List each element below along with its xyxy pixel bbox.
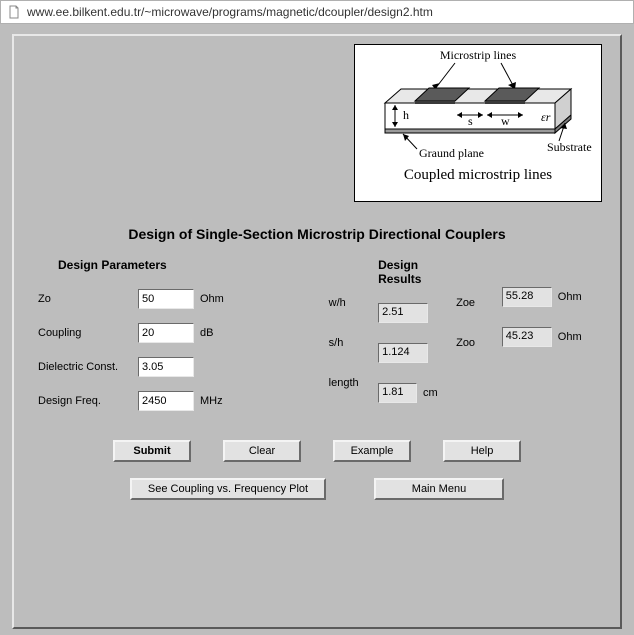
freq-input[interactable] bbox=[138, 391, 194, 411]
page-title: Design of Single-Section Microstrip Dire… bbox=[38, 226, 596, 242]
zo-unit: Ohm bbox=[194, 293, 234, 305]
diagram-caption: Coupled microstrip lines bbox=[404, 167, 552, 183]
sh-label: s/h bbox=[329, 326, 370, 360]
example-button[interactable]: Example bbox=[333, 440, 411, 462]
sh-output: 1.124 bbox=[378, 343, 428, 363]
page-background: Microstrip lines bbox=[0, 24, 634, 635]
results-header: Design Results bbox=[378, 258, 448, 286]
wh-output: 2.51 bbox=[378, 303, 428, 323]
mid-labels: w/h s/h length bbox=[329, 258, 370, 418]
coupling-unit: dB bbox=[194, 327, 234, 339]
diagram-h-label: h bbox=[403, 108, 409, 122]
help-button[interactable]: Help bbox=[443, 440, 521, 462]
zo-input[interactable] bbox=[138, 289, 194, 309]
diagram-er-label: εr bbox=[541, 110, 551, 124]
plot-button[interactable]: See Coupling vs. Frequency Plot bbox=[130, 478, 326, 500]
row-coupling: Coupling dB bbox=[38, 316, 321, 350]
length-label: length bbox=[329, 366, 370, 400]
address-bar: www.ee.bilkent.edu.tr/~microwave/program… bbox=[0, 0, 634, 24]
url-text: www.ee.bilkent.edu.tr/~microwave/program… bbox=[27, 5, 627, 19]
coupling-label: Coupling bbox=[38, 327, 138, 339]
clear-button[interactable]: Clear bbox=[223, 440, 301, 462]
zoo-label: Zoo bbox=[456, 326, 494, 360]
coupling-input[interactable] bbox=[138, 323, 194, 343]
res-labels: Zoe Zoo bbox=[456, 258, 494, 418]
diel-input[interactable] bbox=[138, 357, 194, 377]
button-row-2: See Coupling vs. Frequency Plot Main Men… bbox=[38, 478, 596, 500]
form-content: Design of Single-Section Microstrip Dire… bbox=[14, 226, 620, 500]
params-column: Design Parameters Zo Ohm Coupling dB Die… bbox=[38, 258, 321, 418]
freq-label: Design Freq. bbox=[38, 395, 138, 407]
page-icon bbox=[7, 5, 21, 19]
zoo-output: 45.23 bbox=[502, 327, 552, 347]
freq-unit: MHz bbox=[194, 395, 234, 407]
row-zo: Zo Ohm bbox=[38, 282, 321, 316]
main-panel: Microstrip lines bbox=[12, 34, 622, 629]
mid-values: Design Results 2.51 1.124 1.81 cm bbox=[378, 258, 448, 418]
diagram-w-label: w bbox=[501, 114, 510, 128]
zoe-unit: Ohm bbox=[552, 291, 592, 303]
diagram-ground-label: Graund plane bbox=[419, 146, 484, 160]
wh-label: w/h bbox=[329, 286, 370, 320]
res-values: 55.28 Ohm 45.23 Ohm bbox=[502, 258, 596, 418]
params-header: Design Parameters bbox=[38, 258, 321, 272]
row-freq: Design Freq. MHz bbox=[38, 384, 321, 418]
diel-label: Dielectric Const. bbox=[38, 361, 138, 373]
diagram-substrate-label: Substrate bbox=[547, 140, 592, 154]
zo-label: Zo bbox=[38, 293, 138, 305]
zoe-label: Zoe bbox=[456, 286, 494, 320]
zoo-unit: Ohm bbox=[552, 331, 592, 343]
diagram-s-label: s bbox=[468, 114, 473, 128]
zoe-output: 55.28 bbox=[502, 287, 552, 307]
button-row-1: Submit Clear Example Help bbox=[38, 440, 596, 462]
submit-button[interactable]: Submit bbox=[113, 440, 191, 462]
length-output: 1.81 bbox=[378, 383, 417, 403]
diagram: Microstrip lines bbox=[354, 44, 602, 202]
diagram-top-label: Microstrip lines bbox=[440, 48, 517, 62]
row-diel: Dielectric Const. bbox=[38, 350, 321, 384]
length-unit: cm bbox=[417, 387, 448, 399]
main-menu-button[interactable]: Main Menu bbox=[374, 478, 504, 500]
